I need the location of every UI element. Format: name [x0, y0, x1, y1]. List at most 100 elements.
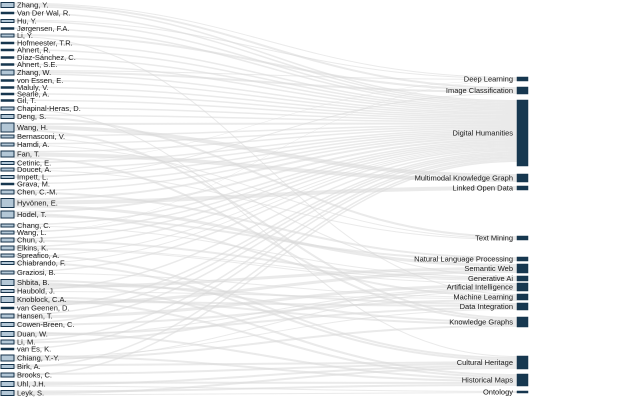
topic-node[interactable]: [516, 373, 529, 387]
flow-ribbon[interactable]: [13, 151, 518, 309]
author-node[interactable]: [0, 306, 15, 310]
topic-node[interactable]: [516, 355, 529, 370]
author-node[interactable]: [0, 245, 15, 251]
author-node[interactable]: [0, 198, 15, 208]
author-node[interactable]: [0, 99, 15, 102]
flow-ribbon[interactable]: [13, 136, 518, 201]
flow-ribbon[interactable]: [13, 73, 518, 114]
author-node[interactable]: [0, 33, 15, 38]
author-node[interactable]: [0, 122, 15, 133]
flow-ribbon[interactable]: [13, 143, 518, 240]
flow-ribbon[interactable]: [13, 154, 518, 324]
flow-ribbon[interactable]: [13, 272, 518, 298]
author-node[interactable]: [0, 354, 15, 362]
topic-node[interactable]: [516, 173, 529, 183]
author-node[interactable]: [0, 331, 15, 337]
author-node[interactable]: [0, 261, 15, 265]
topic-node[interactable]: [516, 263, 529, 274]
author-node[interactable]: [0, 175, 15, 179]
topic-node[interactable]: [516, 99, 529, 167]
flow-ribbon[interactable]: [13, 142, 518, 233]
flow-ribbon[interactable]: [13, 125, 518, 178]
flow-ribbon[interactable]: [13, 129, 518, 319]
flow-ribbon[interactable]: [13, 291, 518, 299]
topic-node[interactable]: [516, 185, 529, 191]
author-node[interactable]: [0, 11, 15, 15]
author-node[interactable]: [0, 390, 15, 396]
flow-ribbon[interactable]: [13, 107, 518, 121]
author-node[interactable]: [0, 347, 15, 351]
author-node[interactable]: [0, 79, 15, 82]
flow-ribbon[interactable]: [13, 133, 518, 185]
author-node[interactable]: [0, 381, 15, 387]
flow-ribbon[interactable]: [13, 145, 518, 248]
author-node[interactable]: [0, 364, 15, 369]
flow-ribbon[interactable]: [13, 153, 518, 316]
flow-ribbon[interactable]: [13, 79, 518, 115]
topic-node[interactable]: [516, 275, 529, 282]
author-node[interactable]: [0, 69, 15, 76]
topic-node[interactable]: [516, 302, 529, 311]
flow-ribbon[interactable]: [13, 157, 518, 350]
flow-ribbon[interactable]: [13, 363, 518, 375]
author-node[interactable]: [0, 313, 15, 319]
author-node[interactable]: [0, 106, 15, 111]
flow-ribbon[interactable]: [13, 367, 518, 395]
author-node[interactable]: [0, 189, 15, 195]
flow-ribbon[interactable]: [13, 309, 518, 358]
flow-ribbon[interactable]: [13, 254, 518, 359]
flow-ribbon[interactable]: [13, 146, 518, 257]
topic-node[interactable]: [516, 316, 529, 328]
author-node[interactable]: [0, 142, 15, 147]
author-node[interactable]: [0, 92, 15, 96]
author-node[interactable]: [0, 339, 15, 345]
flow-ribbon[interactable]: [13, 270, 518, 306]
flow-ribbon[interactable]: [13, 5, 518, 102]
flow-ribbon[interactable]: [13, 267, 518, 289]
flow-ribbon[interactable]: [13, 204, 518, 267]
author-node[interactable]: [0, 150, 15, 158]
author-node[interactable]: [0, 41, 15, 45]
topic-node[interactable]: [516, 293, 529, 301]
flow-ribbon[interactable]: [13, 93, 518, 118]
flow-ribbon[interactable]: [13, 99, 518, 120]
flow-ribbon[interactable]: [13, 63, 518, 112]
flow-ribbon[interactable]: [13, 148, 518, 273]
flow-ribbon[interactable]: [13, 19, 518, 79]
flow-ribbon[interactable]: [13, 186, 518, 205]
flow-ribbon[interactable]: [13, 287, 518, 337]
author-node[interactable]: [0, 182, 15, 186]
author-node[interactable]: [0, 296, 15, 303]
flow-ribbon[interactable]: [13, 122, 518, 125]
flow-ribbon[interactable]: [13, 114, 518, 123]
flow-ribbon[interactable]: [13, 150, 518, 291]
flow-ribbon[interactable]: [13, 225, 518, 278]
author-node[interactable]: [0, 279, 15, 286]
author-node[interactable]: [0, 114, 15, 119]
flow-ribbon[interactable]: [13, 381, 518, 384]
flow-ribbon[interactable]: [13, 127, 518, 153]
flow-ribbon[interactable]: [13, 288, 518, 344]
flow-ribbon[interactable]: [13, 152, 518, 182]
flow-ribbon[interactable]: [13, 124, 518, 137]
flow-ribbon[interactable]: [13, 132, 518, 177]
flow-ribbon[interactable]: [13, 86, 518, 117]
flow-ribbon[interactable]: [13, 49, 518, 109]
flow-ribbon[interactable]: [13, 159, 518, 368]
author-node[interactable]: [0, 210, 15, 219]
author-node[interactable]: [0, 289, 15, 293]
flow-ribbon[interactable]: [13, 284, 518, 319]
flow-ribbon[interactable]: [13, 34, 518, 91]
flow-ribbon[interactable]: [13, 138, 518, 213]
topic-node[interactable]: [516, 390, 529, 394]
flow-ribbon[interactable]: [13, 2, 518, 78]
topic-node[interactable]: [516, 282, 529, 292]
flow-ribbon[interactable]: [13, 129, 518, 163]
flow-ribbon[interactable]: [13, 147, 518, 265]
flow-ribbon[interactable]: [13, 160, 518, 377]
flow-ribbon[interactable]: [13, 135, 518, 192]
flow-ribbon[interactable]: [13, 331, 518, 380]
author-node[interactable]: [0, 27, 15, 30]
topic-node[interactable]: [516, 76, 529, 82]
flow-ribbon[interactable]: [13, 130, 518, 170]
